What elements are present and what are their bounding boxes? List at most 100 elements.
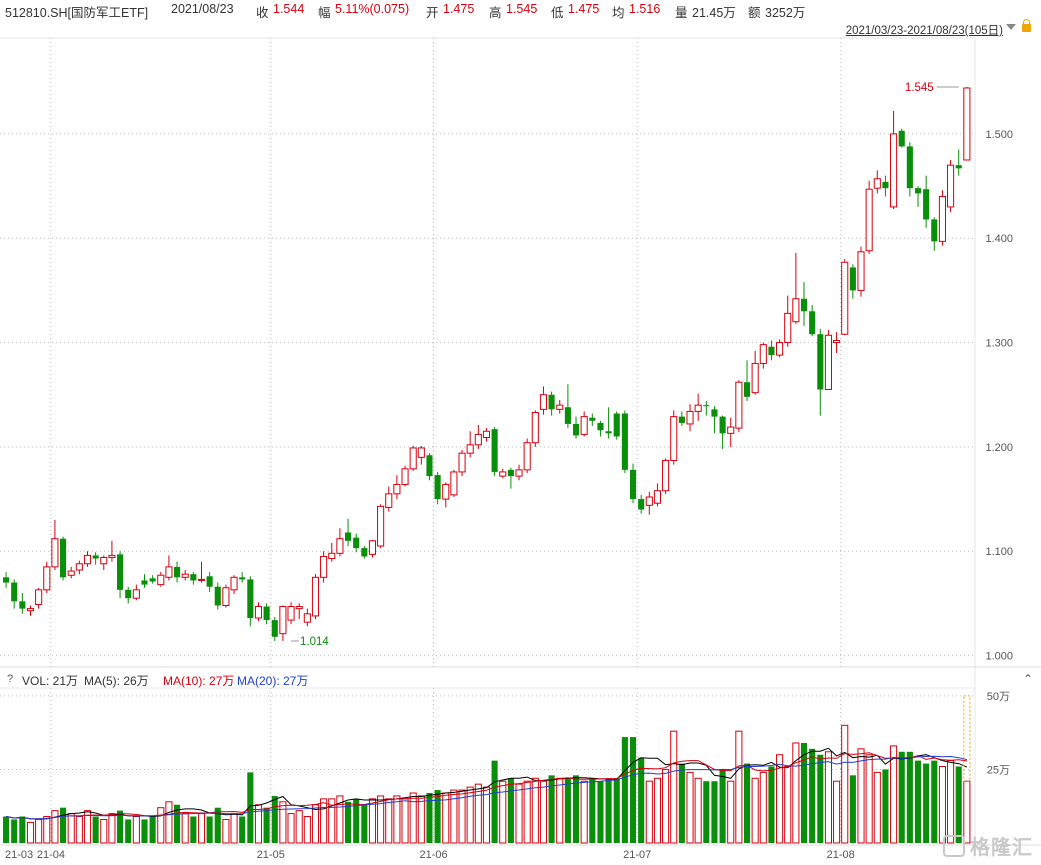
price-tick-label: 1.400 bbox=[985, 233, 1013, 245]
candle-body bbox=[181, 573, 189, 578]
candle-body bbox=[817, 334, 824, 390]
candle-body bbox=[841, 261, 849, 335]
candle-body bbox=[824, 334, 832, 391]
candle-body bbox=[735, 381, 743, 429]
volume-bar bbox=[254, 804, 263, 844]
candle-body bbox=[670, 416, 678, 461]
volume-bar bbox=[597, 781, 604, 843]
volume-bar bbox=[923, 763, 930, 843]
volume-bar bbox=[931, 760, 938, 843]
candle-body bbox=[572, 423, 580, 436]
candle-body bbox=[117, 554, 124, 590]
candle-body bbox=[434, 475, 441, 500]
candle-body bbox=[589, 417, 596, 421]
volume-bar bbox=[629, 737, 637, 843]
candle-body bbox=[882, 181, 889, 189]
candle-body bbox=[768, 346, 775, 356]
volume-bar bbox=[751, 777, 759, 844]
volume-bar bbox=[572, 775, 580, 843]
candle-body bbox=[174, 566, 181, 578]
high-annotation: 1.545 bbox=[905, 82, 934, 94]
volume-bar bbox=[434, 790, 441, 843]
volume-bar bbox=[311, 804, 320, 844]
lock-icon[interactable] bbox=[1022, 19, 1031, 32]
volume-bar bbox=[873, 771, 881, 844]
volume-ma-line bbox=[6, 747, 968, 820]
candle-body bbox=[35, 589, 43, 605]
candle-body bbox=[597, 422, 604, 431]
candle-body bbox=[108, 554, 116, 558]
candle-body bbox=[19, 601, 26, 609]
volume-bar bbox=[686, 771, 694, 844]
candle-body bbox=[214, 586, 221, 606]
candle-body bbox=[287, 606, 295, 621]
volume-bar bbox=[393, 795, 401, 844]
candle-body bbox=[784, 312, 792, 344]
volume-bar bbox=[165, 801, 173, 844]
candle-body bbox=[963, 87, 971, 161]
change-label: 幅 bbox=[318, 6, 331, 20]
volume-bar bbox=[474, 783, 482, 844]
collapse-panel-icon[interactable]: ⌃ bbox=[1022, 672, 1033, 686]
volume-bar bbox=[60, 807, 67, 843]
volume-bar bbox=[605, 778, 612, 843]
candle-body bbox=[393, 483, 401, 495]
volume-bar bbox=[206, 816, 213, 843]
volume-bar bbox=[458, 789, 466, 844]
candle-body bbox=[344, 532, 352, 541]
volume-tick-label: 25万 bbox=[987, 764, 1010, 776]
volume-bar bbox=[117, 810, 124, 843]
volume-bar bbox=[613, 778, 620, 843]
volume-bar bbox=[564, 778, 571, 843]
candle-body bbox=[67, 570, 75, 576]
volume-bar bbox=[230, 813, 238, 844]
quote-header: 512810.SH[国防军工ETF] 2021/08/23 收 1.544 幅 … bbox=[0, 0, 1041, 20]
volume-bar bbox=[792, 742, 800, 844]
help-icon[interactable]: ? bbox=[7, 673, 14, 685]
volume-bar bbox=[556, 777, 564, 844]
dropdown-arrow-icon[interactable] bbox=[1006, 24, 1016, 30]
volume-bar bbox=[824, 751, 832, 844]
candle-body bbox=[239, 577, 246, 580]
candle-body bbox=[491, 429, 498, 472]
volume-bar bbox=[507, 778, 514, 843]
date-range-selector[interactable]: 2021/03/23-2021/08/23(105日) bbox=[845, 25, 1003, 37]
volume-bar bbox=[320, 798, 328, 844]
date-label: 2021/08/23 bbox=[171, 2, 234, 16]
volume-bar bbox=[482, 786, 491, 844]
x-tick-label: 21-04 bbox=[37, 849, 65, 861]
volume-bar bbox=[580, 780, 588, 844]
candle-body bbox=[898, 130, 905, 147]
volume-bar bbox=[491, 760, 498, 843]
volume-bar bbox=[703, 781, 710, 843]
candle-body bbox=[711, 409, 718, 417]
volume-bar bbox=[963, 780, 971, 844]
candle-body bbox=[368, 540, 377, 555]
candle-body bbox=[149, 578, 156, 582]
candle-body bbox=[645, 496, 653, 506]
volume-bar bbox=[653, 777, 662, 844]
volume-bar bbox=[727, 780, 735, 844]
candle-body bbox=[482, 430, 491, 439]
high-value: 1.545 bbox=[506, 2, 538, 16]
volume-bar bbox=[759, 771, 767, 844]
volume-bar bbox=[662, 768, 670, 844]
candle-body bbox=[621, 413, 628, 470]
candle-body bbox=[539, 394, 548, 410]
volume-bar bbox=[190, 816, 197, 843]
volume-bar bbox=[141, 819, 148, 843]
candle-body bbox=[125, 589, 132, 599]
volume-bar bbox=[247, 772, 254, 843]
volume-bar bbox=[157, 807, 165, 844]
volume-bar bbox=[809, 748, 816, 843]
volume-bar bbox=[621, 737, 628, 843]
low-value: 1.475 bbox=[568, 2, 600, 16]
close-value: 1.544 bbox=[273, 2, 305, 16]
candle-body bbox=[792, 298, 800, 323]
candle-body bbox=[141, 580, 148, 585]
volume-bar bbox=[361, 804, 368, 843]
volume-bar bbox=[92, 816, 99, 843]
candle-body bbox=[3, 577, 10, 583]
candle-body bbox=[865, 188, 873, 252]
